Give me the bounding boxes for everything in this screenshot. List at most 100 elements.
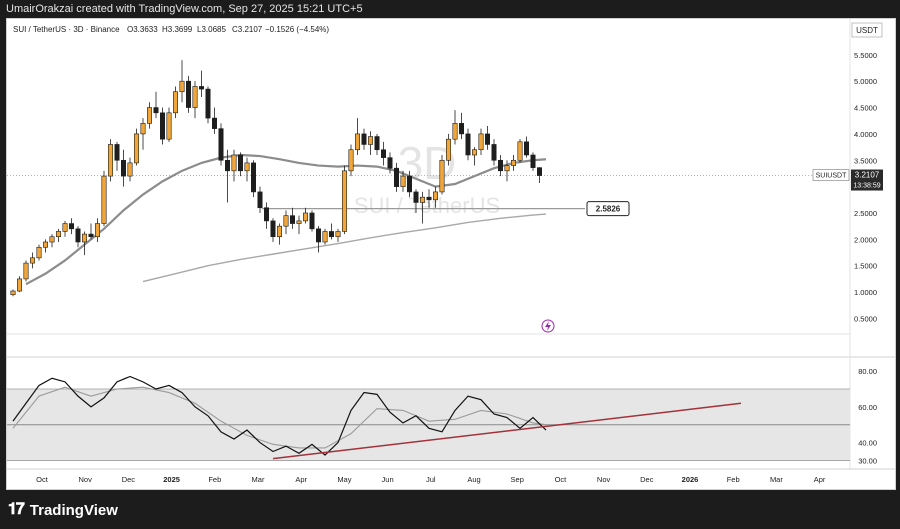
last-price-symbol: SUIUSDT bbox=[816, 173, 847, 180]
price-tick-label: 1.5000 bbox=[854, 262, 877, 271]
candle-bear bbox=[160, 112, 166, 140]
candle-bear bbox=[413, 191, 419, 203]
time-tick-label: Dec bbox=[122, 475, 136, 484]
time-tick-label: Oct bbox=[36, 475, 49, 484]
candle-bear bbox=[406, 175, 412, 193]
candle-bull bbox=[134, 133, 140, 164]
candle-bear bbox=[309, 212, 315, 230]
candle-bull bbox=[283, 215, 289, 227]
candle-bear bbox=[238, 154, 244, 172]
candle-bull bbox=[419, 196, 425, 203]
last-price-countdown: 13:38:59 bbox=[853, 183, 880, 190]
currency-tag[interactable] bbox=[851, 22, 883, 38]
candle-bear bbox=[153, 107, 159, 114]
candle-bear bbox=[225, 159, 231, 172]
rsi-lines bbox=[12, 375, 742, 460]
candle-bear bbox=[212, 117, 218, 129]
price-tick-label: 5.0000 bbox=[854, 77, 877, 86]
caption-text: UmairOrakzai created with TradingView.co… bbox=[6, 3, 363, 15]
time-tick-label: 2026 bbox=[682, 475, 699, 484]
candle-bear bbox=[458, 123, 464, 135]
time-tick-label: Sep bbox=[511, 475, 524, 484]
candle-bull bbox=[55, 231, 61, 238]
lightning-icon[interactable] bbox=[541, 319, 555, 333]
candle-bull bbox=[36, 246, 42, 259]
chart-frame[interactable]: SUI / TetherUS · 3D · Binance O3.3633 H3… bbox=[6, 18, 896, 490]
candle-bull bbox=[173, 91, 179, 114]
candle-bull bbox=[108, 144, 114, 177]
candle-bull bbox=[296, 220, 302, 224]
price-tick-label: 3.5000 bbox=[854, 156, 877, 165]
time-axis[interactable]: Oct Nov Dec 2025 Feb Mar Apr May Jun Jul Aug Sep Oct… bbox=[36, 475, 826, 484]
price-tick-label: 5.5000 bbox=[854, 51, 877, 60]
candle-bear bbox=[289, 215, 295, 224]
ohlc-high: H3.3699 bbox=[162, 25, 193, 34]
candle-bear bbox=[75, 228, 81, 243]
candle-bear bbox=[218, 128, 224, 161]
candle-bull bbox=[244, 162, 250, 172]
candle-bull bbox=[510, 159, 516, 166]
support-label-box[interactable] bbox=[586, 201, 630, 217]
candle-bear bbox=[270, 220, 276, 238]
time-tick-label: Mar bbox=[770, 475, 783, 484]
rsi-band bbox=[7, 388, 850, 461]
candle-bull bbox=[62, 223, 68, 232]
rsi-tick-label: 30.00 bbox=[858, 456, 877, 465]
candle-bull bbox=[354, 133, 360, 151]
time-tick-label: Jul bbox=[426, 475, 436, 484]
rsi-trendline bbox=[272, 402, 742, 460]
candle-bull bbox=[322, 231, 328, 243]
candle-bull bbox=[439, 159, 445, 193]
support-label: 2.5826 bbox=[596, 205, 621, 214]
time-tick-label: Apr bbox=[814, 475, 826, 484]
rsi-tick-label: 40.00 bbox=[858, 439, 877, 448]
candle-bull bbox=[400, 175, 406, 187]
candle-bull bbox=[445, 138, 451, 161]
tradingview-brand: TradingView bbox=[29, 501, 118, 519]
rsi-axis[interactable]: 80.00 60.00 40.00 30.00 bbox=[858, 367, 877, 465]
candle-bull bbox=[302, 212, 308, 222]
tradingview-logo-icon: 𝟏𝟕 bbox=[8, 501, 25, 518]
tradingview-logo[interactable]: 𝟏𝟕 TradingView bbox=[8, 501, 118, 519]
caption-bar: UmairOrakzai created with TradingView.co… bbox=[0, 0, 900, 18]
candle-bear bbox=[523, 141, 529, 156]
candle-bull bbox=[17, 278, 23, 292]
candle-bear bbox=[374, 136, 380, 151]
candle-bull bbox=[432, 191, 438, 201]
candle-bull bbox=[192, 86, 198, 108]
time-tick-label: Nov bbox=[79, 475, 93, 484]
candles bbox=[10, 60, 542, 297]
moving-averages bbox=[25, 153, 547, 286]
candle-bear bbox=[536, 167, 542, 176]
time-tick-label: Feb bbox=[727, 475, 740, 484]
last-price-box bbox=[851, 169, 883, 191]
candle-bear bbox=[263, 207, 269, 222]
chart-title: SUI / TetherUS · 3D · Binance bbox=[13, 25, 120, 34]
last-price-value: 3.2107 bbox=[855, 171, 880, 180]
candle-bull bbox=[231, 154, 237, 172]
candle-bull bbox=[147, 107, 153, 124]
candle-bull bbox=[471, 149, 477, 156]
rsi-tick-label: 60.00 bbox=[858, 403, 877, 412]
last-price-symbol-box bbox=[812, 169, 850, 181]
candle-bull bbox=[517, 141, 523, 161]
rsi-line bbox=[12, 375, 547, 456]
time-tick-label: May bbox=[337, 475, 351, 484]
ohlc-low: L3.0685 bbox=[197, 25, 226, 34]
candle-bull bbox=[23, 262, 29, 280]
candle-bear bbox=[88, 233, 94, 238]
candle-bear bbox=[257, 191, 263, 209]
candle-bull bbox=[341, 170, 347, 232]
candle-bear bbox=[251, 162, 257, 193]
candle-bear bbox=[491, 144, 497, 161]
price-tick-label: 0.5000 bbox=[854, 314, 877, 323]
time-tick-label: Jun bbox=[382, 475, 394, 484]
footer: 𝟏𝟕 TradingView bbox=[0, 491, 900, 529]
ma-short-line bbox=[25, 153, 547, 286]
candle-bear bbox=[68, 223, 74, 230]
ma-long-line bbox=[142, 213, 547, 283]
ohlc-change: −0.1526 (−4.54%) bbox=[265, 25, 329, 34]
price-tick-label: 4.5000 bbox=[854, 104, 877, 113]
chart-canvas[interactable]: SUI / TetherUS · 3D · Binance O3.3633 H3… bbox=[7, 19, 895, 489]
candle-bear bbox=[121, 159, 127, 177]
